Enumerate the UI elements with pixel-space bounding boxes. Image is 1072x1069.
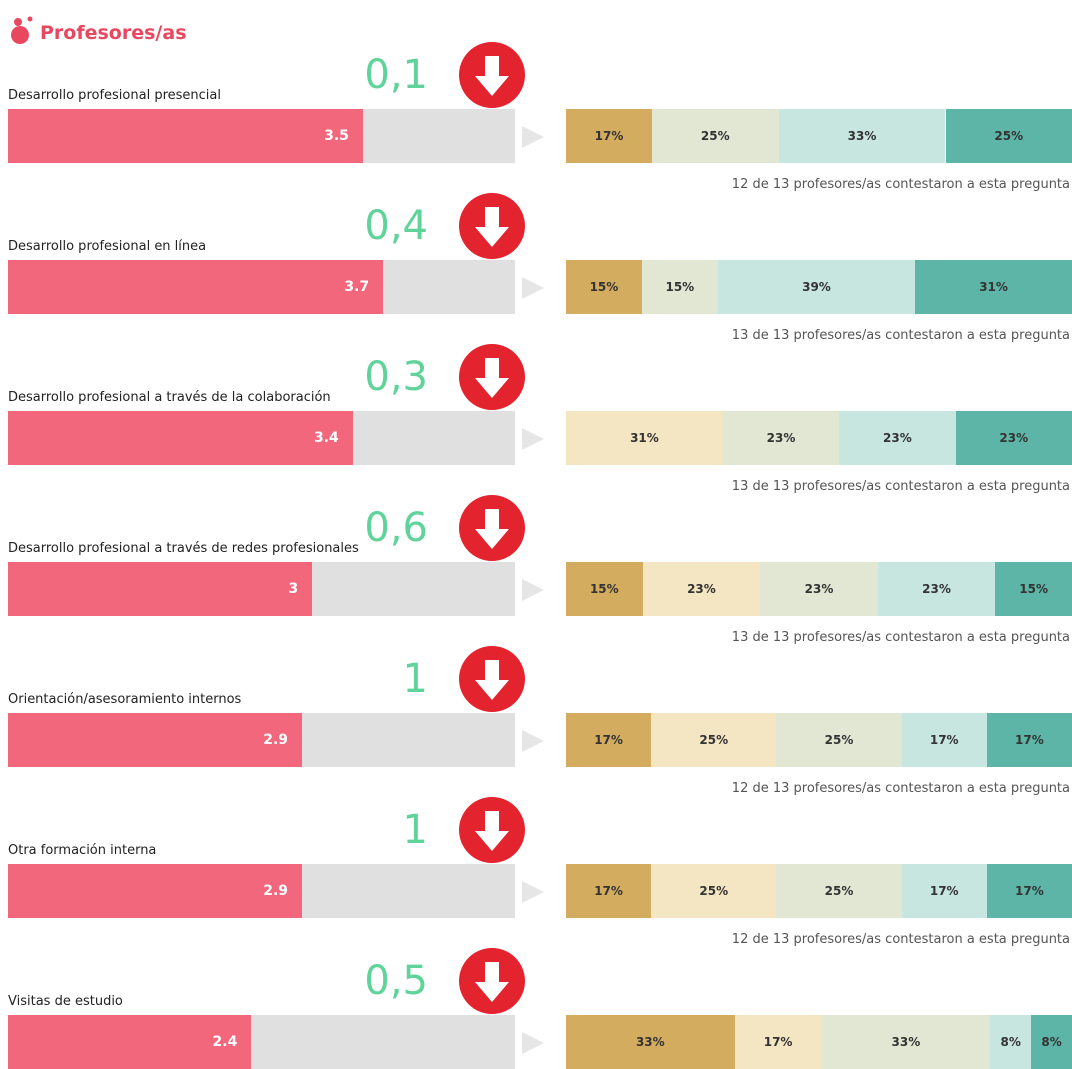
- diff-value: 0,1: [228, 53, 428, 97]
- response-note: 13 de 13 profesores/as contestaron a est…: [732, 630, 1070, 645]
- diff-value: 0,4: [228, 204, 428, 248]
- arrow: [520, 577, 546, 603]
- score-label: 3.4: [8, 411, 339, 465]
- segment-label: 39%: [718, 260, 915, 314]
- segment-label: 15%: [642, 260, 718, 314]
- item-label: Otra formación interna: [8, 843, 156, 858]
- response-note: 13 de 13 profesores/as contestaron a est…: [732, 479, 1070, 494]
- diff-value: 1: [228, 657, 428, 701]
- segment-label: 31%: [566, 411, 723, 465]
- segment-label: 23%: [760, 562, 878, 616]
- segment-label: 17%: [987, 713, 1072, 767]
- score-label: 2.9: [8, 713, 288, 767]
- response-note: 12 de 13 profesores/as contestaron a est…: [732, 932, 1070, 947]
- segment-label: 25%: [651, 713, 776, 767]
- segment-label: 15%: [566, 562, 643, 616]
- arrow: [520, 879, 546, 905]
- response-note: 13 de 13 profesores/as contestaron a est…: [732, 328, 1070, 343]
- segment-label: 8%: [1031, 1015, 1072, 1069]
- item-label: Visitas de estudio: [8, 994, 123, 1009]
- segment-label: 17%: [735, 1015, 822, 1069]
- down-icon: [459, 646, 525, 712]
- segment-label: 15%: [566, 260, 642, 314]
- segment-label: 23%: [643, 562, 761, 616]
- item-label: Orientación/asesoramiento internos: [8, 692, 241, 707]
- segment-label: 33%: [566, 1015, 735, 1069]
- score-label: 2.9: [8, 864, 288, 918]
- diff-value: 1: [228, 808, 428, 852]
- segment-label: 17%: [566, 713, 651, 767]
- arrow: [520, 1030, 546, 1056]
- arrow: [520, 275, 546, 301]
- down-icon: [459, 42, 525, 108]
- section-title: Profesores/as: [40, 22, 187, 44]
- score-label: 2.4: [8, 1015, 237, 1069]
- down-icon: [459, 797, 525, 863]
- segment-label: 17%: [566, 864, 651, 918]
- segment-label: 17%: [902, 713, 987, 767]
- segment-label: 17%: [566, 109, 652, 163]
- arrow: [520, 426, 546, 452]
- segment-label: 23%: [723, 411, 839, 465]
- segment-label: 8%: [990, 1015, 1031, 1069]
- segment-label: 33%: [822, 1015, 991, 1069]
- diff-value: 0,5: [228, 959, 428, 1003]
- down-icon: [459, 948, 525, 1014]
- score-label: 3: [8, 562, 298, 616]
- score-label: 3.5: [8, 109, 349, 163]
- segment-label: 23%: [956, 411, 1072, 465]
- score-label: 3.7: [8, 260, 369, 314]
- item-label: Desarrollo profesional a través de redes…: [8, 541, 359, 556]
- segment-label: 23%: [878, 562, 996, 616]
- item-label: Desarrollo profesional en línea: [8, 239, 206, 254]
- segment-label: 25%: [652, 109, 779, 163]
- response-note: 12 de 13 profesores/as contestaron a est…: [732, 177, 1070, 192]
- down-icon: [459, 495, 525, 561]
- item-label: Desarrollo profesional presencial: [8, 88, 221, 103]
- segment-label: 25%: [776, 864, 901, 918]
- segment-label: 17%: [987, 864, 1072, 918]
- segment-label: 25%: [651, 864, 776, 918]
- segment-label: 17%: [902, 864, 987, 918]
- item-label: Desarrollo profesional a través de la co…: [8, 390, 331, 405]
- segment-label: 25%: [946, 109, 1072, 163]
- segment-label: 15%: [995, 562, 1072, 616]
- segment-label: 31%: [915, 260, 1072, 314]
- teacher-icon: [8, 14, 38, 46]
- arrow: [520, 124, 546, 150]
- segment-label: 23%: [839, 411, 955, 465]
- response-note: 12 de 13 profesores/as contestaron a est…: [732, 781, 1070, 796]
- down-icon: [459, 344, 525, 410]
- segment-label: 33%: [779, 109, 946, 163]
- segment-label: 25%: [776, 713, 901, 767]
- down-icon: [459, 193, 525, 259]
- arrow: [520, 728, 546, 754]
